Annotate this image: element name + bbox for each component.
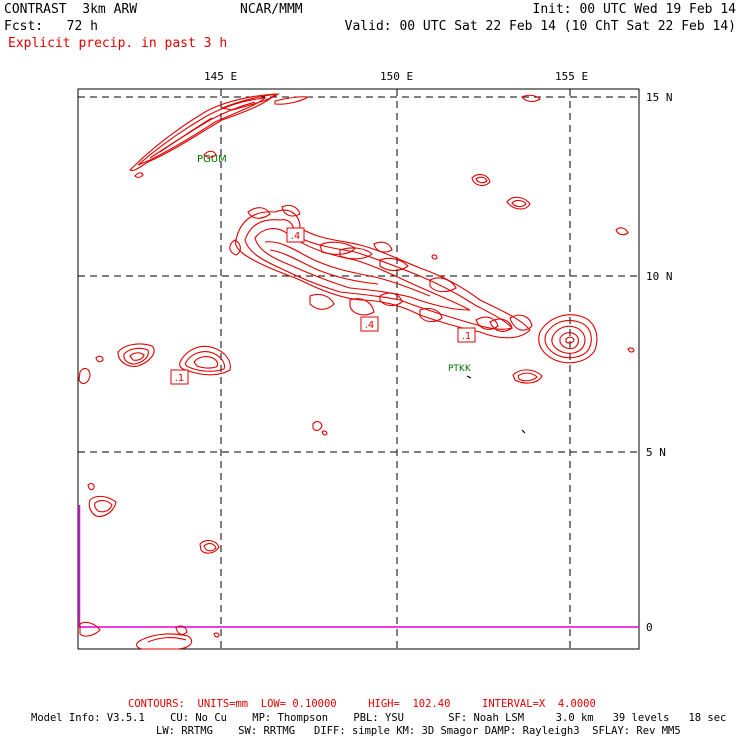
contour-label-box-4 <box>170 369 189 385</box>
valid-time: Valid: 00 UTC Sat 22 Feb 14 (10 ChT Sat … <box>344 19 736 34</box>
station-label-ptkk: PTKK <box>448 364 472 374</box>
contour-label-3: .1 <box>462 331 472 342</box>
contour-info: CONTOURS: UNITS=mm LOW= 0.10000 HIGH= 10… <box>128 698 596 710</box>
contour-cluster-scattered <box>79 94 629 650</box>
lat-label-10n: 10 N <box>646 270 673 283</box>
contour-label-4: .1 <box>175 373 185 384</box>
contour-label-2: .4 <box>365 320 375 331</box>
model-info-line1: Model Info: V3.5.1 CU: No Cu MP: Thompso… <box>31 712 727 724</box>
contour-cluster-guam <box>129 93 310 178</box>
lat-label-5n: 5 N <box>646 446 666 459</box>
center-title: NCAR/MMM <box>240 2 303 17</box>
precip-contours <box>78 93 635 650</box>
station-marker-ptkk <box>466 375 472 379</box>
island-marker <box>521 429 526 434</box>
forecast-hour: Fcst: 72 h <box>4 19 98 34</box>
contour-label-box-2 <box>360 316 379 332</box>
init-time: Init: 00 UTC Wed 19 Feb 14 <box>532 2 737 17</box>
contour-label-boxes <box>170 227 476 385</box>
map-frame <box>77 88 640 650</box>
lon-label-150: 150 E <box>380 70 414 83</box>
contour-cluster-central <box>229 204 533 339</box>
lon-label-145: 145 E <box>204 70 238 83</box>
contour-cluster-east <box>538 314 635 364</box>
model-info-line2: LW: RRTMG SW: RRTMG DIFF: simple KM: 3D … <box>156 725 681 737</box>
lat-lon-grid <box>78 89 639 649</box>
lat-label-15n: 15 N <box>646 91 673 104</box>
station-label-pgum: PGUM <box>197 154 227 165</box>
station-markers <box>466 375 526 434</box>
contour-label-1: .4 <box>291 231 301 242</box>
field-title: Explicit precip. in past 3 h <box>8 36 228 51</box>
lat-label-equator: 0 <box>646 621 653 634</box>
contour-label-box-1 <box>286 227 305 243</box>
contour-cluster-west <box>78 343 231 385</box>
product-title: CONTRAST 3km ARW <box>4 2 138 17</box>
lon-label-155: 155 E <box>555 70 589 83</box>
contour-label-box-3 <box>457 327 476 343</box>
